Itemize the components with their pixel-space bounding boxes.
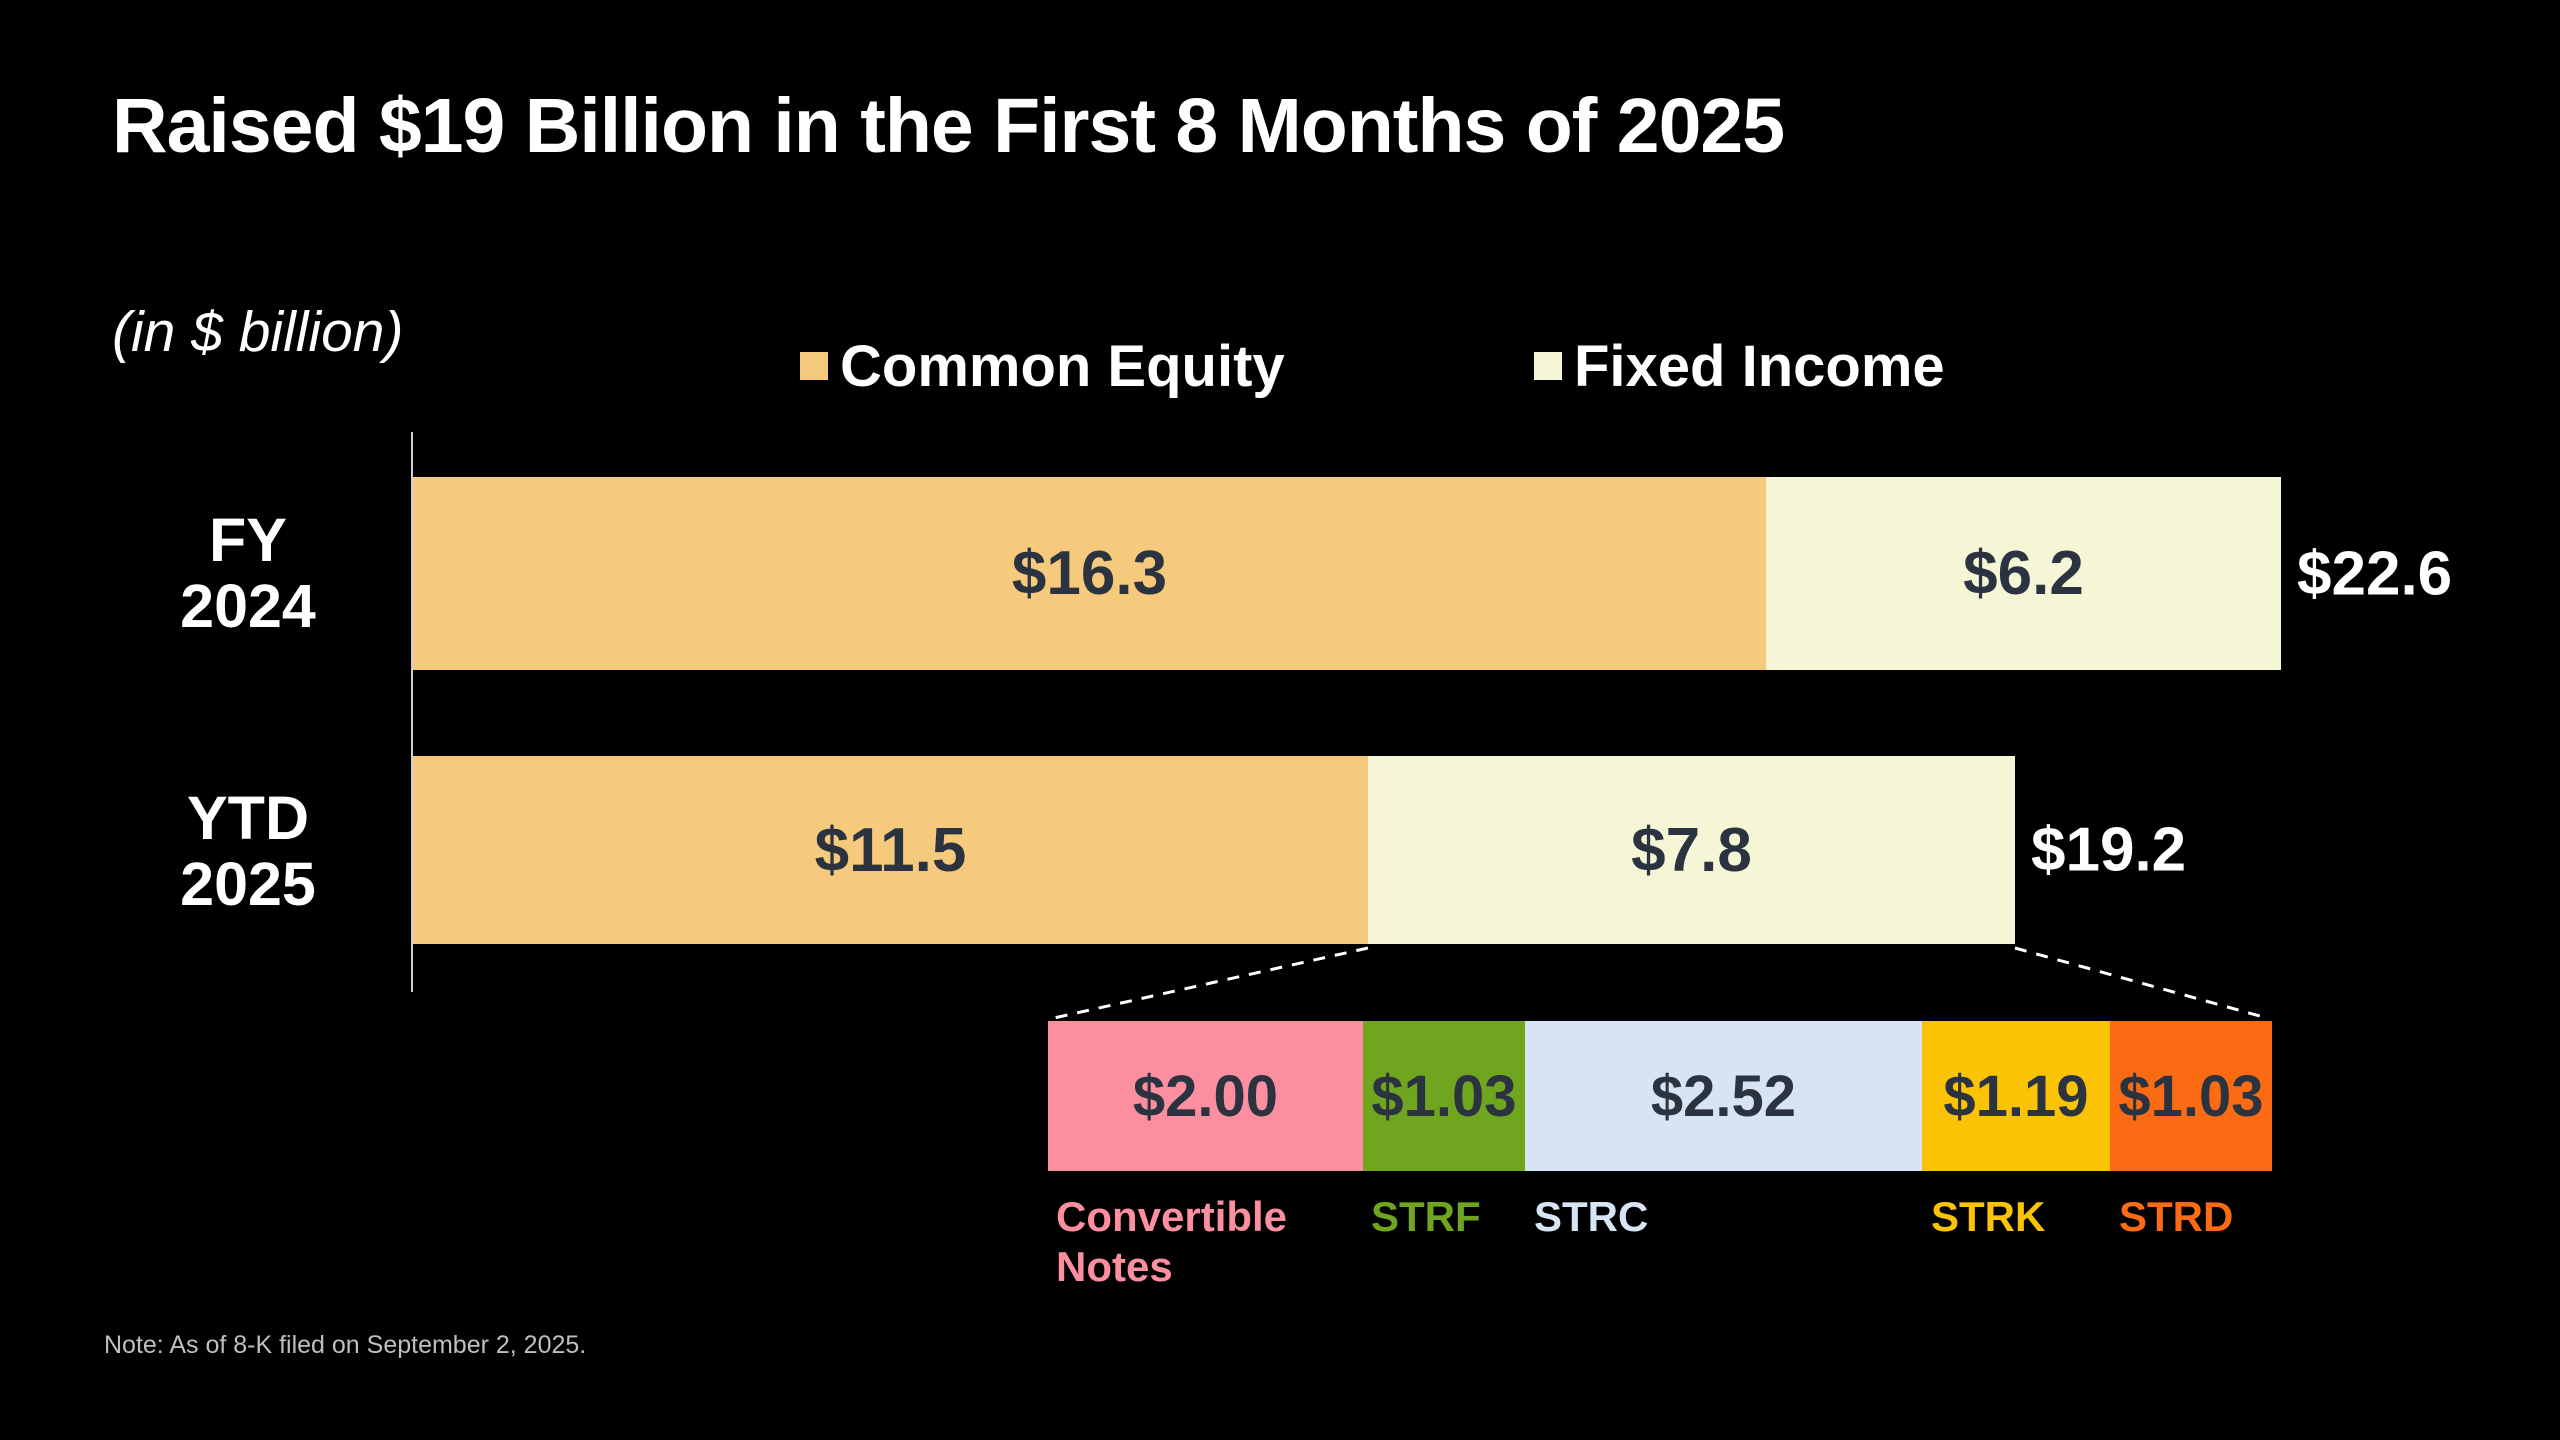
y-axis-line [411, 432, 413, 992]
legend-swatch-common-equity [800, 352, 828, 380]
breakdown-value-strf: $1.03 [1371, 1063, 1517, 1129]
category-label-fy2024-line2: 2024 [180, 572, 316, 640]
breakdown-value-strd: $1.03 [2118, 1063, 2264, 1129]
unit-label: (in $ billion) [112, 300, 404, 364]
breakdown-label-strk: STRK [1931, 1193, 2046, 1240]
breakdown-segment-strc: $2.52 [1525, 1021, 1922, 1171]
legend-item-fixed-income: Fixed Income [1534, 334, 1945, 399]
category-label-ytd2025-line1: YTD [187, 784, 309, 852]
bar-ytd2025: $11.5 $7.8 [413, 756, 2015, 944]
breakdown-segment-strk: $1.19 [1922, 1021, 2110, 1171]
dashed-connector-right-line [2014, 946, 2268, 1020]
breakdown-segment-convertible-notes: $2.00 [1048, 1021, 1363, 1171]
category-label-ytd2025: YTD 2025 [36, 785, 460, 917]
breakdown-segment-strd: $1.03 [2110, 1021, 2272, 1171]
dashed-connector-left-line [1053, 946, 1369, 1020]
breakdown-labels-row: Convertible Notes STRF STRC STRK STRD [1048, 1192, 2348, 1322]
bar-ytd2025-common-equity-segment: $11.5 [413, 756, 1368, 944]
legend-label-common-equity: Common Equity [840, 333, 1285, 399]
category-label-fy2024-line1: FY [209, 506, 287, 574]
bar-fy2024-common-equity-value: $16.3 [1011, 539, 1168, 608]
breakdown-label-strc: STRC [1534, 1193, 1649, 1240]
bar-ytd2025-fixed-income-value: $7.8 [1631, 815, 1752, 885]
breakdown-value-strk: $1.19 [1943, 1063, 2089, 1129]
bar-fy2024-fixed-income-segment: $6.2 [1766, 477, 2281, 670]
category-label-fy2024: FY 2024 [36, 507, 460, 639]
breakdown-segment-strf: $1.03 [1363, 1021, 1525, 1171]
footnote: Note: As of 8-K filed on September 2, 20… [104, 1331, 587, 1359]
bar-ytd2025-fixed-income-segment: $7.8 [1368, 756, 2015, 944]
page-title: Raised $19 Billion in the First 8 Months… [112, 83, 1785, 169]
breakdown-value-strc: $2.52 [1650, 1063, 1797, 1129]
total-label-fy2024: $22.6 [2297, 539, 2453, 609]
breakdown-label-strf: STRF [1371, 1193, 1481, 1240]
breakdown-label-strd: STRD [2119, 1193, 2234, 1240]
total-label-ytd2025: $19.2 [2031, 815, 2187, 885]
breakdown-label-convertible-notes: Convertible Notes [1056, 1193, 1288, 1290]
legend-item-common-equity: Common Equity [800, 334, 1285, 399]
category-label-ytd2025-line2: 2025 [180, 850, 316, 918]
fixed-income-breakdown-bar: $2.00 $1.03 $2.52 $1.19 $1.03 [1048, 1021, 2273, 1171]
legend-swatch-fixed-income [1534, 352, 1562, 380]
breakdown-value-convertible-notes: $2.00 [1132, 1063, 1279, 1129]
legend-label-fixed-income: Fixed Income [1574, 333, 1945, 399]
bar-fy2024: $16.3 $6.2 [413, 477, 2281, 670]
bar-fy2024-fixed-income-value: $6.2 [1963, 539, 2084, 608]
bar-ytd2025-common-equity-value: $11.5 [814, 815, 967, 885]
bar-fy2024-common-equity-segment: $16.3 [413, 477, 1766, 670]
